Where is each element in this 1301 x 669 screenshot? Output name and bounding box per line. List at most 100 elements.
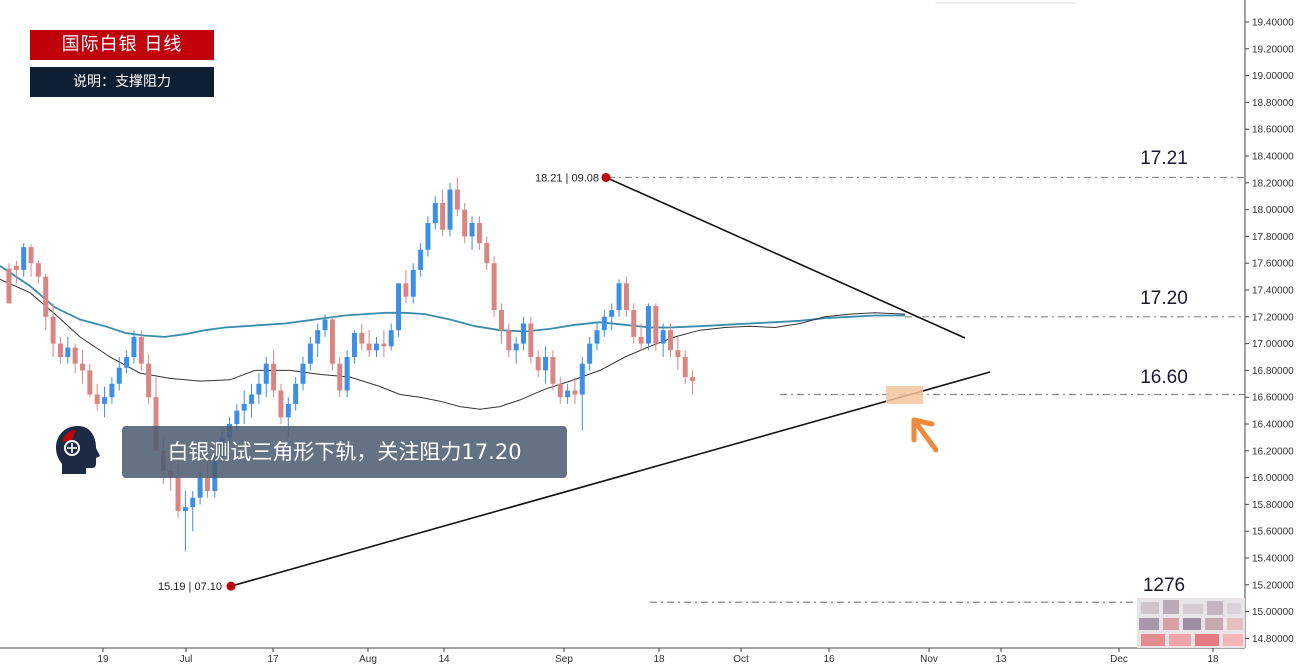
- x-tick-label: Nov: [920, 654, 938, 665]
- y-tick-label: 16.60000: [1252, 393, 1294, 404]
- candle-body: [80, 363, 85, 371]
- swing-high-point: [601, 172, 611, 182]
- candle-body: [344, 357, 350, 391]
- candle-body: [153, 397, 159, 451]
- candle-body: [616, 283, 622, 311]
- candle-body: [660, 330, 666, 344]
- annotations: 18.21 | 09.08 15.19 | 07.10: [158, 172, 939, 593]
- y-tick-label: 17.40000: [1252, 286, 1294, 297]
- candle-body: [72, 347, 78, 364]
- candle-body: [579, 363, 585, 395]
- support-highlight: [886, 386, 923, 404]
- swing-low-label: 15.19 | 07.10: [158, 581, 222, 593]
- y-tick-label: 19.40000: [1252, 18, 1294, 29]
- candle-body: [543, 357, 549, 371]
- chart-title-badge: 国际白银 日线: [30, 30, 214, 60]
- candle-body: [623, 283, 629, 311]
- note-badge: 说明：支撑阻力: [30, 67, 214, 97]
- candle-body: [572, 390, 578, 395]
- x-tick-label: 18: [653, 654, 665, 665]
- candle-body: [675, 350, 681, 357]
- candle-body: [410, 269, 416, 297]
- candle-body: [322, 319, 328, 331]
- candle-body: [668, 330, 673, 351]
- x-tick-label: Oct: [733, 654, 749, 665]
- y-tick-label: 17.00000: [1252, 339, 1294, 350]
- candle-body: [403, 283, 409, 297]
- candle-body: [462, 209, 468, 237]
- candle-body: [535, 357, 541, 371]
- candle-body: [109, 383, 115, 398]
- candle-body: [315, 330, 321, 344]
- candle-body: [329, 319, 335, 364]
- x-tick-label: 19: [97, 654, 109, 665]
- y-tick-label: 15.40000: [1252, 554, 1294, 565]
- candle-body: [440, 202, 446, 230]
- x-tick-label: 13: [995, 654, 1007, 665]
- candle-body: [13, 265, 19, 270]
- y-tick-label: 15.60000: [1252, 527, 1294, 538]
- candle-body: [256, 383, 262, 395]
- candle-body: [234, 410, 240, 424]
- candle-body: [388, 330, 394, 347]
- blurred-watermark: [1137, 598, 1245, 648]
- candle-body: [631, 310, 637, 337]
- candle-body: [182, 507, 188, 512]
- candle-body: [645, 306, 651, 344]
- y-tick-label: 16.20000: [1252, 446, 1294, 457]
- candle-body: [381, 343, 387, 347]
- level-label: 1276: [1143, 575, 1185, 596]
- y-tick-label: 15.00000: [1252, 607, 1294, 618]
- candle-body: [87, 370, 93, 395]
- candle-body: [57, 343, 63, 357]
- candle-body: [418, 249, 424, 270]
- y-tick-label: 18.80000: [1252, 98, 1294, 109]
- head-profile-icon: [56, 426, 100, 474]
- x-tick-label: Aug: [359, 654, 377, 665]
- candle-body: [138, 336, 144, 364]
- level-label: 17.21: [1140, 148, 1188, 169]
- y-tick-label: 17.60000: [1252, 259, 1294, 270]
- candle-body: [146, 363, 152, 398]
- candle-body: [249, 394, 255, 404]
- y-tick-label: 15.20000: [1252, 580, 1294, 591]
- level-label: 16.60: [1140, 367, 1188, 388]
- candle-body: [175, 477, 181, 512]
- candle-body: [204, 477, 210, 491]
- candle-body: [285, 403, 291, 418]
- y-tick-label: 16.80000: [1252, 366, 1294, 377]
- x-tick-label: 18: [1207, 654, 1219, 665]
- candle-body: [21, 247, 27, 270]
- candle-body: [102, 397, 108, 404]
- candle-body: [513, 343, 519, 351]
- candle-body: [432, 202, 438, 223]
- candle-body: [638, 336, 644, 344]
- candle-body: [601, 316, 607, 331]
- y-tick-label: 18.40000: [1252, 152, 1294, 163]
- candle-body: [366, 343, 372, 351]
- candle-body: [263, 363, 269, 384]
- candle-body: [94, 394, 100, 404]
- candle-body: [469, 223, 475, 237]
- candle-body: [131, 336, 137, 357]
- candle-body: [65, 347, 71, 357]
- triangle-lines: [230, 176, 991, 587]
- candle-body: [587, 343, 593, 364]
- moving-averages: [0, 265, 906, 410]
- candle-body: [498, 310, 504, 331]
- candle-body: [359, 332, 365, 344]
- x-tick-label: Sep: [555, 654, 573, 665]
- level-label: 17.20: [1140, 288, 1188, 309]
- y-tick-label: 18.60000: [1252, 125, 1294, 136]
- x-tick-label: 17: [267, 654, 279, 665]
- candle-body: [374, 343, 379, 351]
- x-tick-label: 14: [438, 654, 450, 665]
- ma-slow-line: [0, 265, 905, 338]
- candle-body: [550, 357, 556, 384]
- candle-body: [35, 263, 41, 277]
- candles: [6, 177, 696, 552]
- y-tick-label: 16.00000: [1252, 473, 1294, 484]
- candle-body: [271, 363, 277, 391]
- candle-body: [690, 377, 696, 382]
